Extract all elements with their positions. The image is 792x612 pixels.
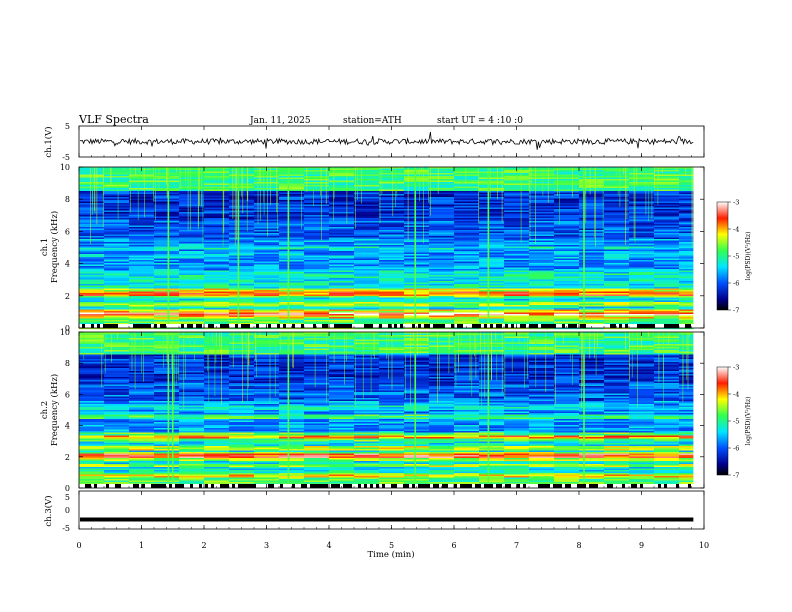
start-time-label: start UT = 4 :10 :0 — [437, 116, 523, 126]
ch2-freq-tick-label: 4 — [65, 422, 70, 431]
ch2-colorbar: -3 -4 -5 -6 -7 log(PSD)(V²/Hz) — [716, 364, 752, 480]
ch2-colorbar-tick: -4 — [733, 391, 739, 399]
ch3-ytick-mid: 0 — [65, 506, 70, 515]
ch1-colorbar-tick: -5 — [733, 253, 739, 261]
ch2-spectrogram-panel: 0 2 4 6 8 10 ch.2 Frequency (kHz) -3 -4 -5 -6 -7 … — [40, 328, 752, 493]
ch1-waveform-trace — [79, 131, 694, 150]
ch2-freq-tick-label: 8 — [65, 359, 70, 368]
ch2-colorbar-label: log(PSD)(V²/Hz) — [745, 397, 752, 446]
ch2-colorbar-tick: -3 — [733, 364, 739, 372]
time-tick-label: 2 — [201, 541, 206, 550]
time-tick-label: 8 — [576, 541, 581, 550]
ch2-spectrogram-image — [79, 332, 704, 489]
ch1-waveform-line — [79, 131, 694, 150]
time-tick-label: 4 — [326, 541, 331, 550]
ch2-freq-tick-label: 10 — [60, 328, 70, 337]
time-tick-label: 6 — [451, 541, 456, 550]
ch1-freq-tick-label: 0 — [65, 324, 70, 333]
ch2-spec-ylabel-ch: ch.2 — [40, 401, 50, 419]
x-axis-label: Time (min) — [367, 549, 414, 560]
ch1-ytick-top: 5 — [65, 122, 70, 131]
figure-title: VLF Spectra — [78, 113, 149, 126]
ch1-ylabel: ch.1(V) — [43, 126, 54, 157]
ch2-freq-tick-label: 2 — [65, 453, 70, 462]
time-tick-label: 9 — [639, 541, 644, 550]
ch1-colorbar: -3 -4 -5 -6 -7 log(PSD)(V²/Hz) — [716, 199, 752, 315]
ch3-waveform-panel: 5 0 -5 ch.3(V) — [43, 490, 705, 533]
ch3-ylabel: ch.3(V) — [43, 495, 54, 526]
ch1-freq-tick-label: 10 — [60, 163, 70, 172]
ch2-colorbar-tick: -7 — [733, 472, 739, 480]
ch1-colorbar-tick: -3 — [733, 199, 739, 207]
ch3-ytick-top: 5 — [65, 493, 70, 502]
date-label: Jan. 11, 2025 — [249, 116, 311, 126]
ch2-freq-tick-label: 0 — [65, 484, 70, 493]
ch2-colorbar-tick: -6 — [733, 445, 739, 453]
time-tick-label: 0 — [76, 541, 81, 550]
ch1-waveform-panel: 5 -5 ch.1(V) — [43, 122, 705, 162]
ch1-colorbar-tick: -6 — [733, 280, 739, 288]
ch1-colorbar-label: log(PSD)(V²/Hz) — [745, 232, 752, 281]
ch2-freq-ticks: 0 2 4 6 8 10 — [60, 328, 704, 493]
ch2-colorbar-tick: -5 — [733, 418, 739, 426]
ch1-freq-tick-label: 4 — [65, 260, 70, 269]
ch1-freq-ticks: 0 2 4 6 8 10 — [60, 163, 704, 333]
ch1-freq-tick-label: 6 — [65, 227, 70, 236]
station-label: station=ATH — [343, 116, 402, 126]
ch2-spec-ylabel-freq: Frequency (kHz) — [49, 374, 60, 446]
time-tick-label: 3 — [264, 541, 269, 550]
time-tick-label: 1 — [139, 541, 144, 550]
time-tick-label: 10 — [699, 541, 709, 550]
ch1-colorbar-tick: -4 — [733, 226, 739, 234]
ch1-ytick-bottom: -5 — [62, 153, 70, 162]
ch1-freq-tick-label: 8 — [65, 195, 70, 204]
ch1-spec-ylabel-ch: ch.1 — [40, 238, 50, 256]
time-axis-ticks: 0 1 2 3 4 5 6 7 8 9 10 — [76, 126, 709, 550]
ch2-freq-tick-label: 6 — [65, 390, 70, 399]
ch3-ytick-bottom: -5 — [62, 524, 70, 533]
ch1-spectrogram-image — [79, 167, 704, 330]
ch1-spectrogram-panel: 0 2 4 6 8 10 ch.1 Frequency (kHz) -3 -4 -5 -6 -7 … — [40, 163, 752, 333]
time-tick-label: 5 — [389, 541, 394, 550]
ch1-spec-ylabel-freq: Frequency (kHz) — [49, 211, 60, 283]
ch1-colorbar-tick: -7 — [733, 307, 739, 315]
time-tick-label: 7 — [514, 541, 519, 550]
ch1-freq-tick-label: 2 — [65, 292, 70, 301]
